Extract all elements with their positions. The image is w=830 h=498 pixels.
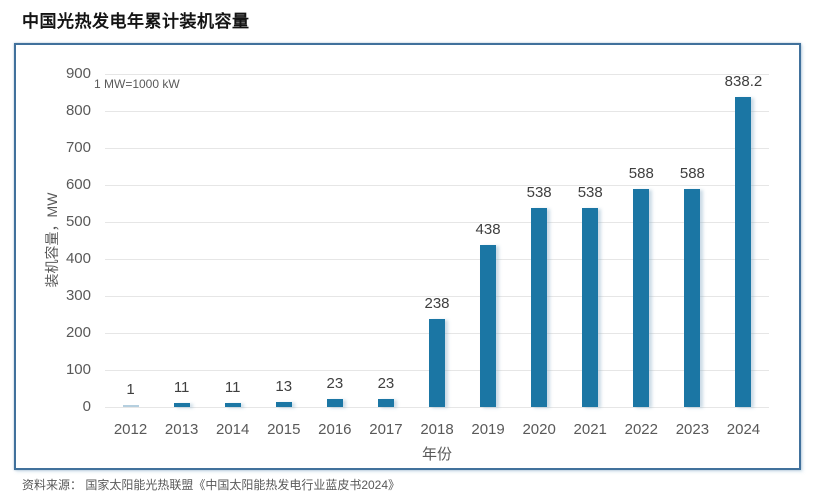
- x-tick-label: 2022: [624, 421, 658, 438]
- bar: [377, 398, 394, 407]
- bar-value-label: 23: [377, 374, 395, 392]
- bar: [633, 189, 650, 407]
- x-tick-label: 2012: [113, 421, 148, 438]
- x-axis-title: 年份: [421, 446, 453, 463]
- bar: [275, 402, 292, 407]
- plot-area: 年份 0 100 200 300 400 500 600 700 800 900 1 2012 11 20…: [66, 65, 769, 463]
- gridline: [105, 74, 769, 75]
- bar: [531, 207, 548, 407]
- bar-value-label: 238: [424, 294, 450, 312]
- y-tick-label: 0: [82, 398, 91, 415]
- page-title: 中国光热发电年累计装机容量: [22, 12, 250, 31]
- x-tick-label: 2017: [369, 421, 403, 438]
- bar-value-label: 538: [526, 183, 552, 201]
- bar-value-label: 23: [326, 374, 344, 392]
- x-tick-label: 2014: [216, 421, 250, 438]
- y-tick-label: 800: [65, 102, 91, 119]
- gridline: [105, 407, 769, 408]
- y-tick-label: 100: [65, 361, 91, 378]
- gridline: [105, 148, 769, 149]
- bar-value-label: 438: [475, 220, 501, 238]
- bar-value-label: 538: [577, 183, 603, 201]
- gridline: [105, 111, 769, 112]
- x-tick-label: 2018: [420, 421, 454, 438]
- y-tick-label: 700: [65, 139, 91, 156]
- gridline: [105, 259, 769, 260]
- chart-panel: 1 MW=1000 kW 装机容量，MW 年份 0 100 200 300 400 500…: [14, 43, 801, 470]
- y-tick-label: 200: [65, 324, 91, 341]
- bar: [326, 398, 343, 407]
- source-note: 资料来源： 国家太阳能光热联盟《中国太阳能热发电行业蓝皮书2024》: [22, 478, 401, 492]
- unit-note: 1 MW=1000 kW: [94, 77, 180, 91]
- y-axis-title: 装机容量，MW: [44, 192, 60, 288]
- bar: [480, 244, 497, 407]
- bar-value-label: 13: [275, 378, 293, 396]
- x-tick-label: 2024: [726, 421, 761, 438]
- bar: [735, 96, 752, 407]
- y-tick-label: 600: [65, 176, 91, 193]
- gridline: [105, 185, 769, 186]
- bar: [582, 207, 599, 407]
- bar: [224, 402, 241, 407]
- y-tick-label: 400: [65, 250, 91, 267]
- x-tick-label: 2019: [471, 421, 505, 438]
- bar-value-label: 11: [224, 378, 241, 396]
- x-tick-label: 2015: [267, 421, 301, 438]
- x-tick-label: 2020: [522, 421, 556, 438]
- y-tick-label: 900: [65, 65, 91, 82]
- bar: [429, 318, 445, 407]
- x-tick-label: 2023: [675, 421, 710, 438]
- x-tick-label: 2013: [164, 421, 199, 438]
- gridline: [105, 296, 769, 297]
- bar: [173, 402, 190, 407]
- bar: [684, 189, 701, 407]
- bar-value-label: 1: [126, 381, 135, 398]
- bar-value-label: 588: [628, 165, 654, 183]
- y-tick-label: 500: [65, 213, 91, 230]
- bar: [122, 405, 139, 407]
- bar-value-label: 11: [173, 378, 190, 396]
- x-tick-label: 2021: [573, 421, 607, 438]
- bar-value-label: 588: [679, 165, 705, 183]
- gridline: [105, 222, 769, 223]
- x-tick-label: 2016: [318, 421, 352, 438]
- bar-value-label: 838.2: [724, 72, 763, 90]
- y-tick-label: 300: [65, 287, 91, 304]
